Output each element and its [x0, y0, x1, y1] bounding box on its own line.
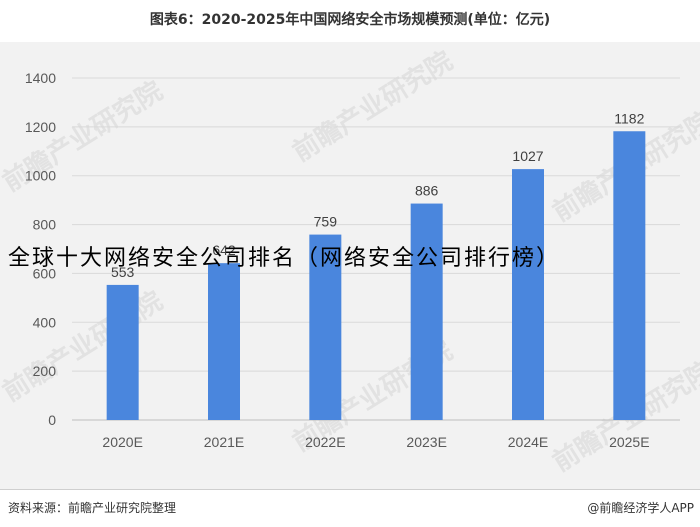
bar-2025E [613, 131, 646, 421]
x-tick-label: 2024E [508, 434, 548, 450]
data-label: 759 [314, 214, 338, 230]
bar-2024E [512, 169, 544, 420]
y-tick-label: 1000 [25, 168, 56, 184]
y-tick-label: 200 [33, 363, 57, 379]
data-label: 1027 [512, 148, 543, 164]
y-tick-label: 400 [33, 314, 57, 330]
chart-title: 图表6：2020-2025年中国网络安全市场规模预测(单位：亿元) [149, 12, 551, 28]
bars [106, 131, 646, 421]
x-axis: 2020E 2021E 2022E 2023E 2024E 2025E [102, 434, 649, 450]
data-label: 642 [212, 242, 236, 258]
y-tick-label: 600 [33, 265, 57, 281]
bar-2022E [309, 234, 342, 420]
data-label: 886 [415, 183, 439, 199]
y-axis: 0 200 400 600 800 1000 1200 1400 [25, 70, 56, 428]
overlay-caption: 全球十大网络安全公司排名（网络安全公司排行榜） [8, 246, 561, 271]
footer: 资料来源：前瞻产业研究院整理 @前瞻经济学人APP [0, 489, 700, 527]
watermark: 前瞻产业研究院 [287, 45, 458, 168]
data-label: 553 [111, 264, 135, 280]
bar-2023E [410, 203, 443, 420]
y-tick-label: 1400 [25, 70, 56, 86]
source-note: 资料来源：前瞻产业研究院整理 [8, 501, 177, 515]
bar-2020E [106, 284, 139, 420]
x-tick-label: 2021E [204, 434, 244, 450]
bar-2021E [208, 263, 240, 420]
y-tick-label: 1200 [25, 119, 56, 135]
bar-chart: 前瞻产业研究院前瞻产业研究院前瞻产业研究院前瞻产业研究院前瞻产业研究院前瞻产业研… [0, 45, 700, 478]
x-tick-label: 2025E [609, 434, 649, 450]
y-tick-label: 800 [33, 217, 57, 233]
data-label: 1182 [614, 110, 644, 126]
data-labels: 553 642 759 886 1027 1182 [111, 110, 645, 280]
gridlines [72, 77, 680, 421]
chart-panel: 前瞻产业研究院前瞻产业研究院前瞻产业研究院前瞻产业研究院前瞻产业研究院前瞻产业研… [0, 42, 700, 489]
brand-credit: @前瞻经济学人APP [587, 501, 694, 515]
x-tick-label: 2022E [305, 434, 345, 450]
watermark: 前瞻产业研究院 [0, 285, 168, 408]
x-tick-label: 2020E [102, 434, 142, 450]
x-tick-label: 2023E [406, 434, 446, 450]
y-tick-label: 0 [48, 412, 56, 428]
